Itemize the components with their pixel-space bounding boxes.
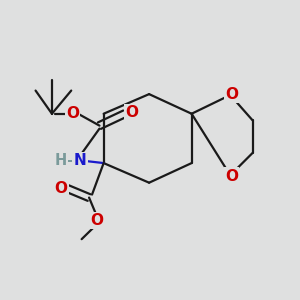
Text: O: O <box>225 87 238 102</box>
Text: O: O <box>126 105 139 120</box>
Text: O: O <box>54 181 67 196</box>
Text: O: O <box>225 169 238 184</box>
Text: O: O <box>66 106 79 121</box>
Text: N: N <box>74 154 86 169</box>
Text: H: H <box>55 154 67 169</box>
Text: O: O <box>90 213 103 228</box>
